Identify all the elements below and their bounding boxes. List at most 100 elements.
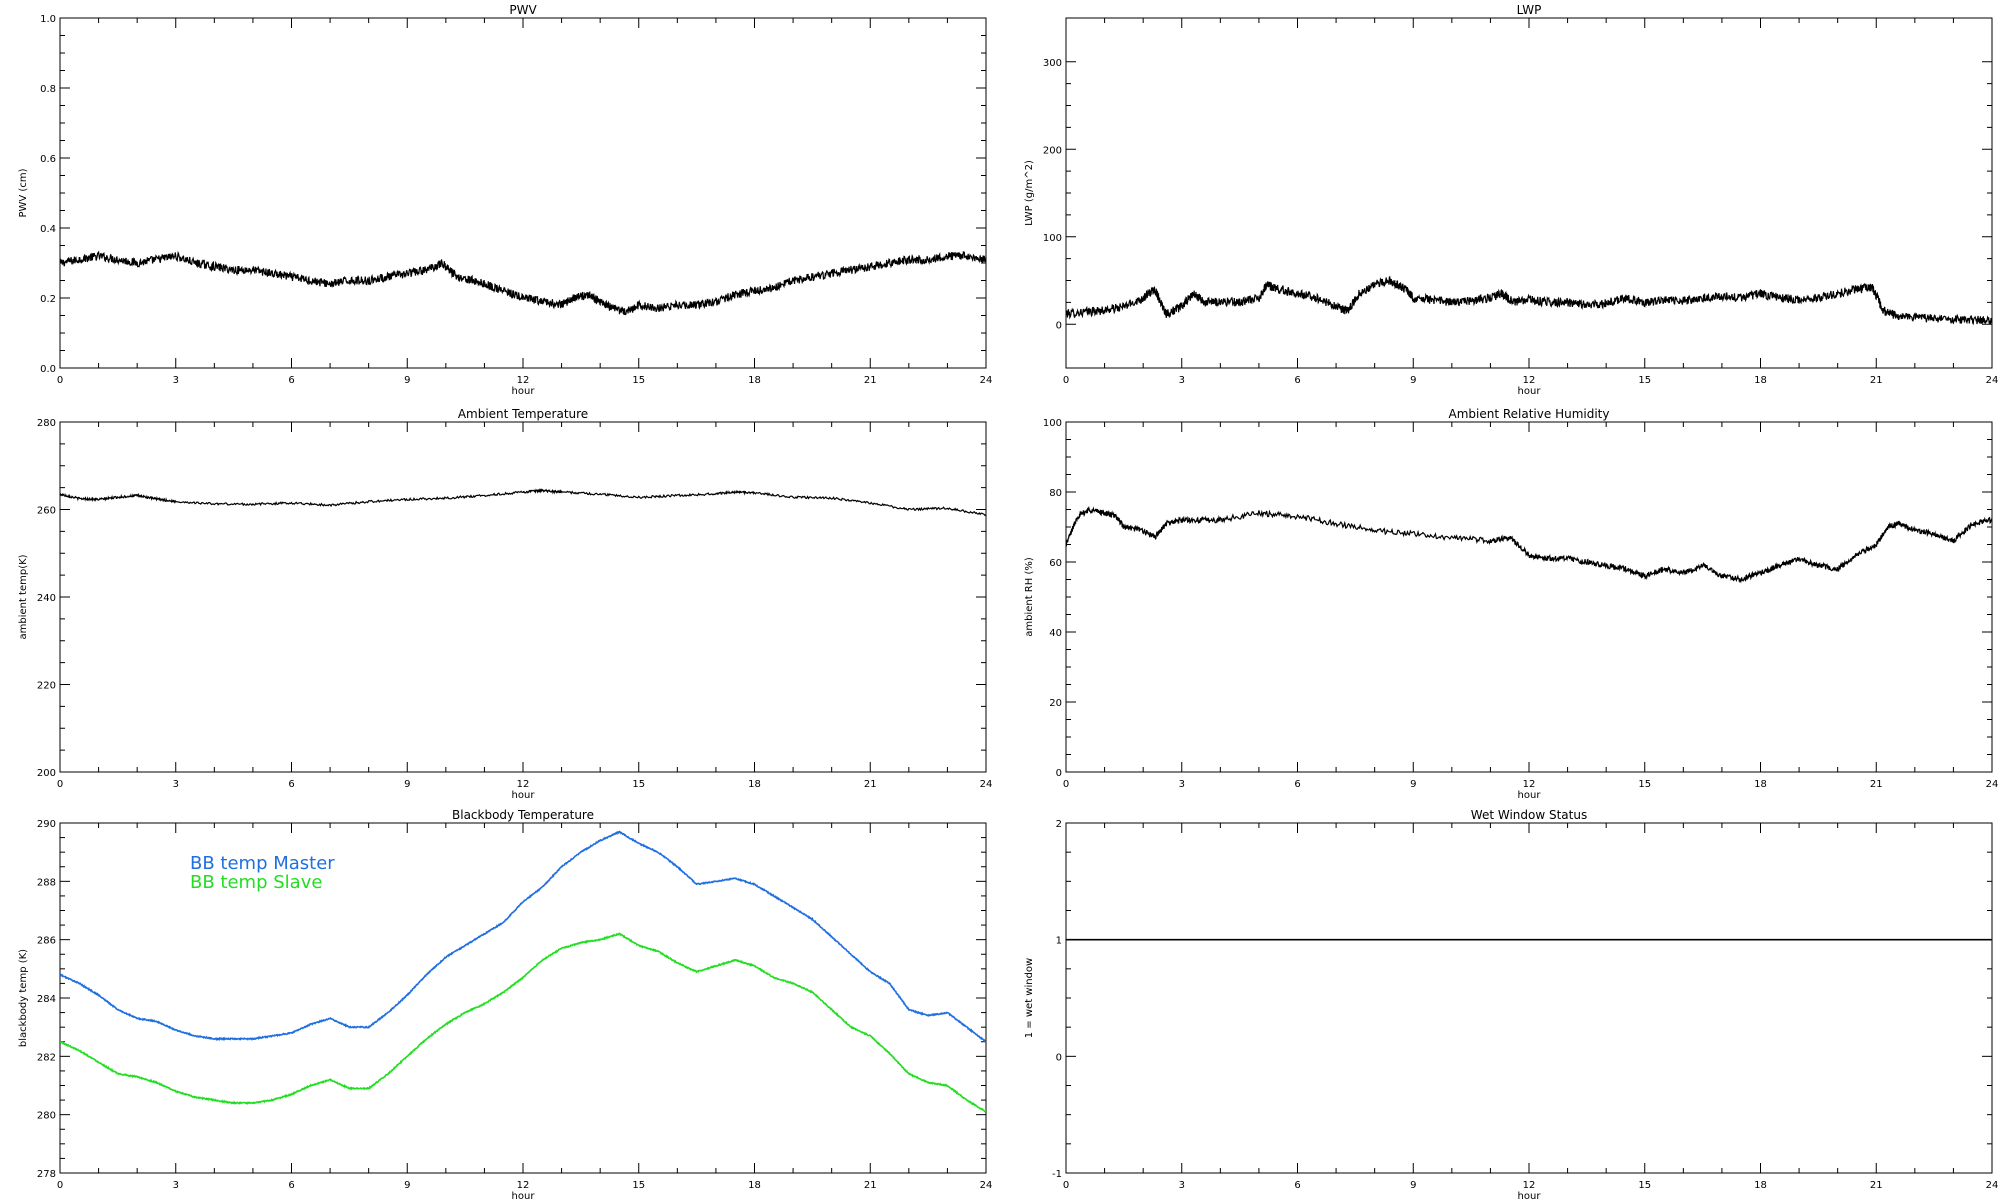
series-line-0 xyxy=(1066,275,1992,326)
chart-title: Blackbody Temperature xyxy=(452,808,594,822)
x-tick-label: 6 xyxy=(1294,375,1300,386)
x-tick-label: 3 xyxy=(1179,779,1185,790)
y-tick-label: 280 xyxy=(37,1111,56,1122)
chart-title: Ambient Temperature xyxy=(458,407,588,421)
plot-frame xyxy=(1065,421,1993,773)
y-tick-label: 260 xyxy=(37,506,56,517)
y-tick-label: 1.0 xyxy=(40,14,56,25)
y-tick-label: 240 xyxy=(37,593,56,604)
x-tick-label: 12 xyxy=(1523,1180,1536,1191)
x-tick-label: 6 xyxy=(1294,779,1300,790)
x-tick-label: 15 xyxy=(632,779,645,790)
x-tick-label: 9 xyxy=(404,779,410,790)
x-tick-label: 15 xyxy=(1638,1180,1651,1191)
x-tick-label: 3 xyxy=(1179,375,1185,386)
x-tick-label: 12 xyxy=(517,779,530,790)
x-tick-label: 18 xyxy=(748,375,761,386)
y-tick-label: 40 xyxy=(1049,628,1062,639)
x-tick-label: 0 xyxy=(57,375,63,386)
x-tick-label: 21 xyxy=(1870,779,1883,790)
y-tick-label: 0.6 xyxy=(40,154,56,165)
series-line-1 xyxy=(60,932,986,1113)
series-line-0 xyxy=(60,830,986,1043)
legend-entry: BB temp Slave xyxy=(190,872,322,893)
x-tick-label: 0 xyxy=(57,779,63,790)
y-tick-label: 288 xyxy=(37,877,56,888)
x-axis-label: hour xyxy=(1518,790,1542,801)
x-tick-label: 12 xyxy=(1523,375,1536,386)
x-tick-label: 6 xyxy=(288,1180,294,1191)
y-tick-label: 20 xyxy=(1049,698,1062,709)
y-tick-label: 0.0 xyxy=(40,364,56,375)
x-tick-label: 9 xyxy=(1410,375,1416,386)
x-tick-label: 21 xyxy=(864,375,877,386)
x-tick-label: 0 xyxy=(1063,1180,1069,1191)
x-tick-label: 24 xyxy=(980,375,993,386)
y-tick-label: 200 xyxy=(37,768,56,779)
x-tick-label: 3 xyxy=(173,1180,179,1191)
x-tick-label: 0 xyxy=(1063,375,1069,386)
x-tick-label: 24 xyxy=(1986,375,1999,386)
series-line-0 xyxy=(60,487,986,517)
y-tick-label: 1 xyxy=(1056,936,1062,947)
y-tick-label: 2 xyxy=(1056,819,1062,830)
x-tick-label: 6 xyxy=(1294,1180,1300,1191)
y-tick-label: 0.4 xyxy=(40,224,56,235)
x-axis-label: hour xyxy=(512,790,536,801)
x-tick-label: 9 xyxy=(1410,779,1416,790)
y-tick-label: 280 xyxy=(37,418,56,429)
chart-title: PWV xyxy=(509,3,537,17)
y-tick-label: -1 xyxy=(1052,1169,1062,1180)
x-tick-label: 18 xyxy=(1754,1180,1767,1191)
x-tick-label: 24 xyxy=(980,779,993,790)
x-tick-label: 3 xyxy=(173,779,179,790)
series-line-0 xyxy=(60,250,986,316)
y-tick-label: 300 xyxy=(1043,58,1062,69)
x-tick-label: 6 xyxy=(288,779,294,790)
y-tick-label: 0.8 xyxy=(40,84,56,95)
panel-blackbody-temperature: 0 3 6 9 12 15 18 21 24 278 280 282 284 286 288 290 Black… xyxy=(18,808,992,1200)
x-tick-label: 15 xyxy=(632,1180,645,1191)
y-tick-label: 80 xyxy=(1049,488,1062,499)
x-axis-label: hour xyxy=(1518,386,1542,397)
series-line-0 xyxy=(1066,505,1992,584)
y-tick-label: 290 xyxy=(37,819,56,830)
chart-title: Wet Window Status xyxy=(1471,808,1587,822)
y-tick-label: 60 xyxy=(1049,558,1062,569)
y-tick-label: 282 xyxy=(37,1052,56,1063)
x-tick-label: 18 xyxy=(748,779,761,790)
legend-entry: BB temp Master xyxy=(190,853,335,874)
x-axis-label: hour xyxy=(512,386,536,397)
plot-frame xyxy=(59,421,987,773)
x-tick-label: 9 xyxy=(404,375,410,386)
plot-frame xyxy=(1065,822,1993,1174)
y-axis-label: LWP (g/m^2) xyxy=(1024,160,1035,226)
x-tick-label: 21 xyxy=(864,779,877,790)
panel-lwp: 0 3 6 9 12 15 18 21 24 0 100 200 300 LWP hour LWP (g/m^… xyxy=(1024,3,1998,397)
y-axis-label: ambient temp(K) xyxy=(18,554,29,639)
plot-frame xyxy=(1065,17,1993,369)
y-tick-label: 100 xyxy=(1043,233,1062,244)
x-tick-label: 18 xyxy=(1754,779,1767,790)
x-tick-label: 21 xyxy=(864,1180,877,1191)
x-tick-label: 12 xyxy=(517,1180,530,1191)
panel-ambient-relative-humidity: 0 3 6 9 12 15 18 21 24 0 20 40 60 80 100 Ambient Relati… xyxy=(1024,407,1998,801)
plot-frame xyxy=(59,17,987,369)
x-tick-label: 15 xyxy=(1638,375,1651,386)
y-tick-label: 284 xyxy=(37,994,56,1005)
y-axis-label: PWV (cm) xyxy=(18,168,29,217)
y-tick-label: 278 xyxy=(37,1169,56,1180)
y-axis-label: 1 = wet window xyxy=(1024,958,1035,1038)
panel-pwv: 0 3 6 9 12 15 18 21 24 0.0 0.2 0.4 0.6 0.8 1.0 PWV hour P… xyxy=(18,3,992,397)
panel-ambient-temperature: 0 3 6 9 12 15 18 21 24 200 220 240 260 280 Ambient Tem… xyxy=(18,407,992,801)
x-tick-label: 24 xyxy=(1986,1180,1999,1191)
x-tick-label: 3 xyxy=(173,375,179,386)
y-tick-label: 220 xyxy=(37,681,56,692)
y-tick-label: 100 xyxy=(1043,418,1062,429)
chart-title: Ambient Relative Humidity xyxy=(1449,407,1610,421)
y-tick-label: 200 xyxy=(1043,145,1062,156)
y-tick-label: 0.2 xyxy=(40,294,56,305)
x-axis-label: hour xyxy=(1518,1191,1542,1200)
x-tick-label: 0 xyxy=(57,1180,63,1191)
x-axis-label: hour xyxy=(512,1191,536,1200)
